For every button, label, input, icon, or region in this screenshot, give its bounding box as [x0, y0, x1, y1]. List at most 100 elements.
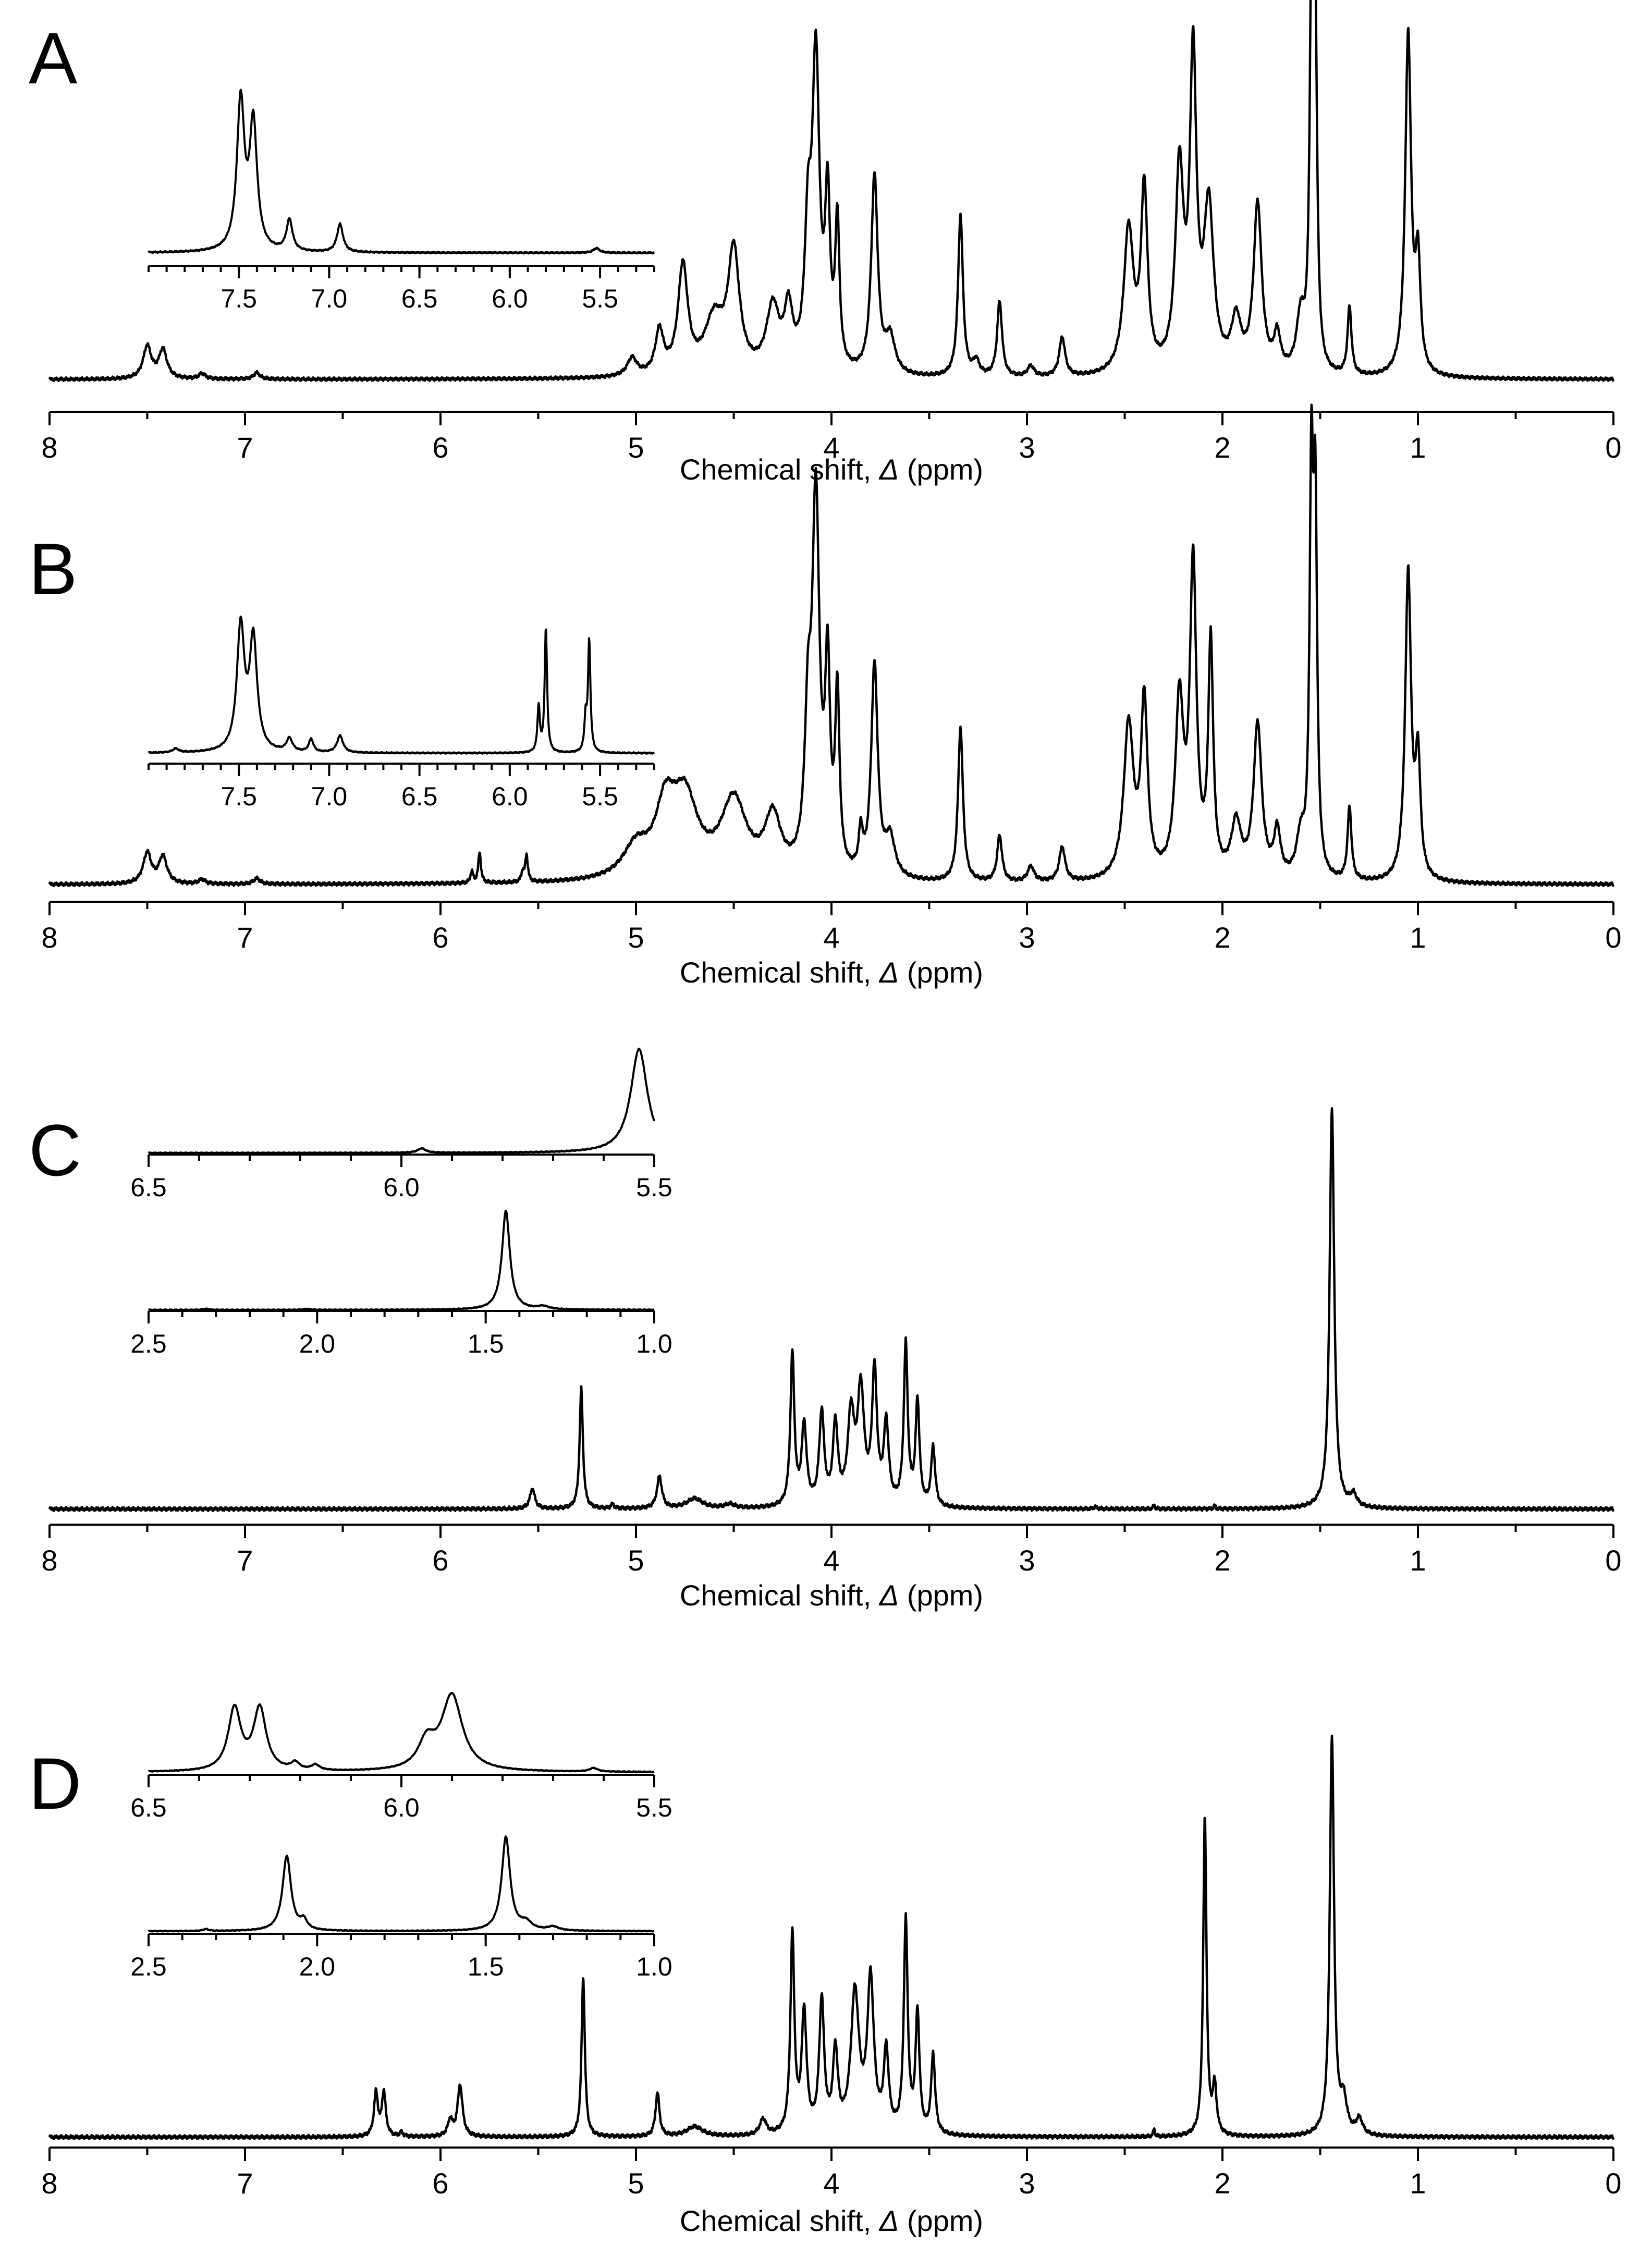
inset-spectrum-line	[148, 616, 655, 755]
inset-tick-label: 5.5	[582, 284, 618, 313]
inset-tick-label: 1.0	[636, 1952, 672, 1981]
x-tick-label: 5	[628, 431, 644, 464]
x-tick-label: 5	[628, 1544, 644, 1577]
inset-2: 2.5 2.0 1.5 1.0	[130, 1209, 672, 1358]
x-tick-label: 2	[1214, 2167, 1230, 2200]
inset-spectrum-line	[148, 1835, 655, 1933]
inset-tick-label: 7.0	[311, 782, 348, 811]
inset-tick-label: 6.0	[383, 1173, 420, 1202]
x-axis-label-symbol: Δ	[878, 1579, 899, 1612]
panel-letter: B	[29, 528, 77, 610]
inset-spectrum-line	[148, 1209, 655, 1311]
x-axis-label-symbol: Δ	[878, 2204, 899, 2237]
inset-tick-label: 5.5	[582, 782, 618, 811]
inset-tick-label: 7.5	[221, 782, 257, 811]
inset-spectrum-line	[148, 89, 655, 255]
x-tick-label: 3	[1019, 921, 1035, 954]
inset-2: 2.5 2.0 1.5 1.0	[130, 1835, 672, 1981]
inset-tick-label: 6.0	[492, 284, 528, 313]
spectrum-line	[48, 0, 1615, 382]
x-axis-label-text: Chemical shift,	[680, 2204, 879, 2237]
panel-letter: C	[29, 1109, 81, 1191]
inset-tick-label: 7.0	[311, 284, 348, 313]
x-axis-label-unit: (ppm)	[899, 956, 983, 989]
x-axis-label: Chemical shift, Δ (ppm)	[680, 1579, 983, 1612]
x-tick-label: 4	[823, 921, 839, 954]
x-axis-label-unit: (ppm)	[899, 453, 983, 486]
x-axis-label-unit: (ppm)	[899, 2204, 983, 2237]
x-axis-label-text: Chemical shift,	[680, 453, 879, 486]
panel-a: A 8 7 6 5 4 3 2 1 0 Chemical shift, Δ (ppm) 7.5 7.0 6…	[29, 0, 1622, 486]
inset-spectrum-line	[148, 1047, 655, 1155]
inset-1: 6.5 6.0 5.5	[130, 1047, 672, 1202]
inset-tick-label: 5.5	[636, 1173, 672, 1202]
x-tick-label: 8	[41, 921, 57, 954]
spectrum-line	[48, 1107, 1615, 1513]
inset-1: 7.5 7.0 6.5 6.0 5.5	[148, 89, 655, 313]
inset-1: 6.5 6.0 5.5	[130, 1692, 672, 1822]
x-tick-label: 3	[1019, 1544, 1035, 1577]
x-tick-label: 2	[1214, 1544, 1230, 1577]
inset-tick-label: 6.0	[383, 1793, 420, 1822]
x-axis-label-symbol: Δ	[878, 453, 899, 486]
inset-tick-label: 2.0	[299, 1329, 336, 1358]
inset-tick-label: 5.5	[636, 1793, 672, 1822]
panel-letter: A	[29, 17, 78, 99]
x-tick-label: 2	[1214, 431, 1230, 464]
spectrum-line	[48, 1734, 1615, 2140]
x-axis-label: Chemical shift, Δ (ppm)	[680, 453, 983, 486]
inset-tick-label: 1.5	[468, 1952, 504, 1981]
x-tick-label: 4	[823, 431, 839, 464]
panel-c: C 8 7 6 5 4 3 2 1 0 Chemical shift, Δ (ppm) 6.5 6.0 5…	[29, 1047, 1622, 1612]
x-tick-label: 2	[1214, 921, 1230, 954]
inset-tick-label: 6.0	[492, 782, 528, 811]
inset-tick-label: 6.5	[401, 782, 438, 811]
x-tick-label: 5	[628, 921, 644, 954]
inset-tick-label: 1.0	[636, 1329, 672, 1358]
x-tick-label: 6	[432, 921, 448, 954]
panel-letter: D	[29, 1743, 81, 1824]
inset-tick-label: 2.5	[130, 1952, 167, 1981]
x-axis-label-text: Chemical shift,	[680, 1579, 879, 1612]
x-tick-label: 7	[237, 431, 253, 464]
x-axis-label-text: Chemical shift,	[680, 956, 879, 989]
x-tick-label: 8	[41, 431, 57, 464]
x-tick-label: 1	[1410, 431, 1426, 464]
x-tick-label: 8	[41, 1544, 57, 1577]
x-tick-label: 7	[237, 1544, 253, 1577]
x-tick-label: 6	[432, 2167, 448, 2200]
x-tick-label: 3	[1019, 431, 1035, 464]
x-tick-label: 8	[41, 2167, 57, 2200]
inset-tick-label: 1.5	[468, 1329, 504, 1358]
inset-tick-label: 6.5	[130, 1793, 167, 1822]
x-axis-label-symbol: Δ	[878, 956, 899, 989]
inset-1: 7.5 7.0 6.5 6.0 5.5	[148, 616, 655, 811]
x-axis-label: Chemical shift, Δ (ppm)	[680, 2204, 983, 2237]
x-tick-label: 0	[1605, 921, 1621, 954]
x-axis-label: Chemical shift, Δ (ppm)	[680, 956, 983, 989]
x-tick-label: 1	[1410, 1544, 1426, 1577]
inset-tick-label: 6.5	[401, 284, 438, 313]
x-tick-label: 0	[1605, 431, 1621, 464]
inset-tick-label: 2.5	[130, 1329, 167, 1358]
x-tick-label: 6	[432, 1544, 448, 1577]
inset-tick-label: 6.5	[130, 1173, 167, 1202]
x-tick-label: 1	[1410, 921, 1426, 954]
spectrum-line	[48, 403, 1615, 888]
x-axis-label-unit: (ppm)	[899, 1579, 983, 1612]
inset-spectrum-line	[148, 1692, 655, 1773]
x-tick-label: 5	[628, 2167, 644, 2200]
inset-tick-label: 2.0	[299, 1952, 336, 1981]
panel-b: B 8 7 6 5 4 3 2 1 0 Chemical shift, Δ (ppm) 7.5 7.0 6…	[29, 403, 1622, 989]
inset-tick-label: 7.5	[221, 284, 257, 313]
x-tick-label: 0	[1605, 2167, 1621, 2200]
x-tick-label: 4	[823, 1544, 839, 1577]
x-tick-label: 7	[237, 2167, 253, 2200]
x-tick-label: 0	[1605, 1544, 1621, 1577]
x-tick-label: 3	[1019, 2167, 1035, 2200]
panel-d: D 8 7 6 5 4 3 2 1 0 Chemical shift, Δ (ppm) 6.5 6.0 5…	[29, 1692, 1622, 2237]
x-tick-label: 1	[1410, 2167, 1426, 2200]
x-tick-label: 7	[237, 921, 253, 954]
x-tick-label: 4	[823, 2167, 839, 2200]
